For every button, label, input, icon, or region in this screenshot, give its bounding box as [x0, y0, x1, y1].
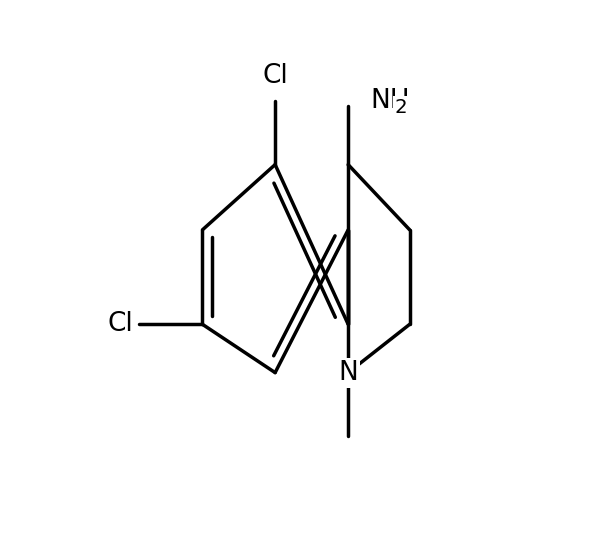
Text: Cl: Cl [262, 63, 288, 89]
Text: Cl: Cl [108, 311, 133, 337]
Text: N: N [339, 360, 358, 385]
Text: NH: NH [371, 88, 410, 115]
Text: 2: 2 [394, 98, 407, 117]
